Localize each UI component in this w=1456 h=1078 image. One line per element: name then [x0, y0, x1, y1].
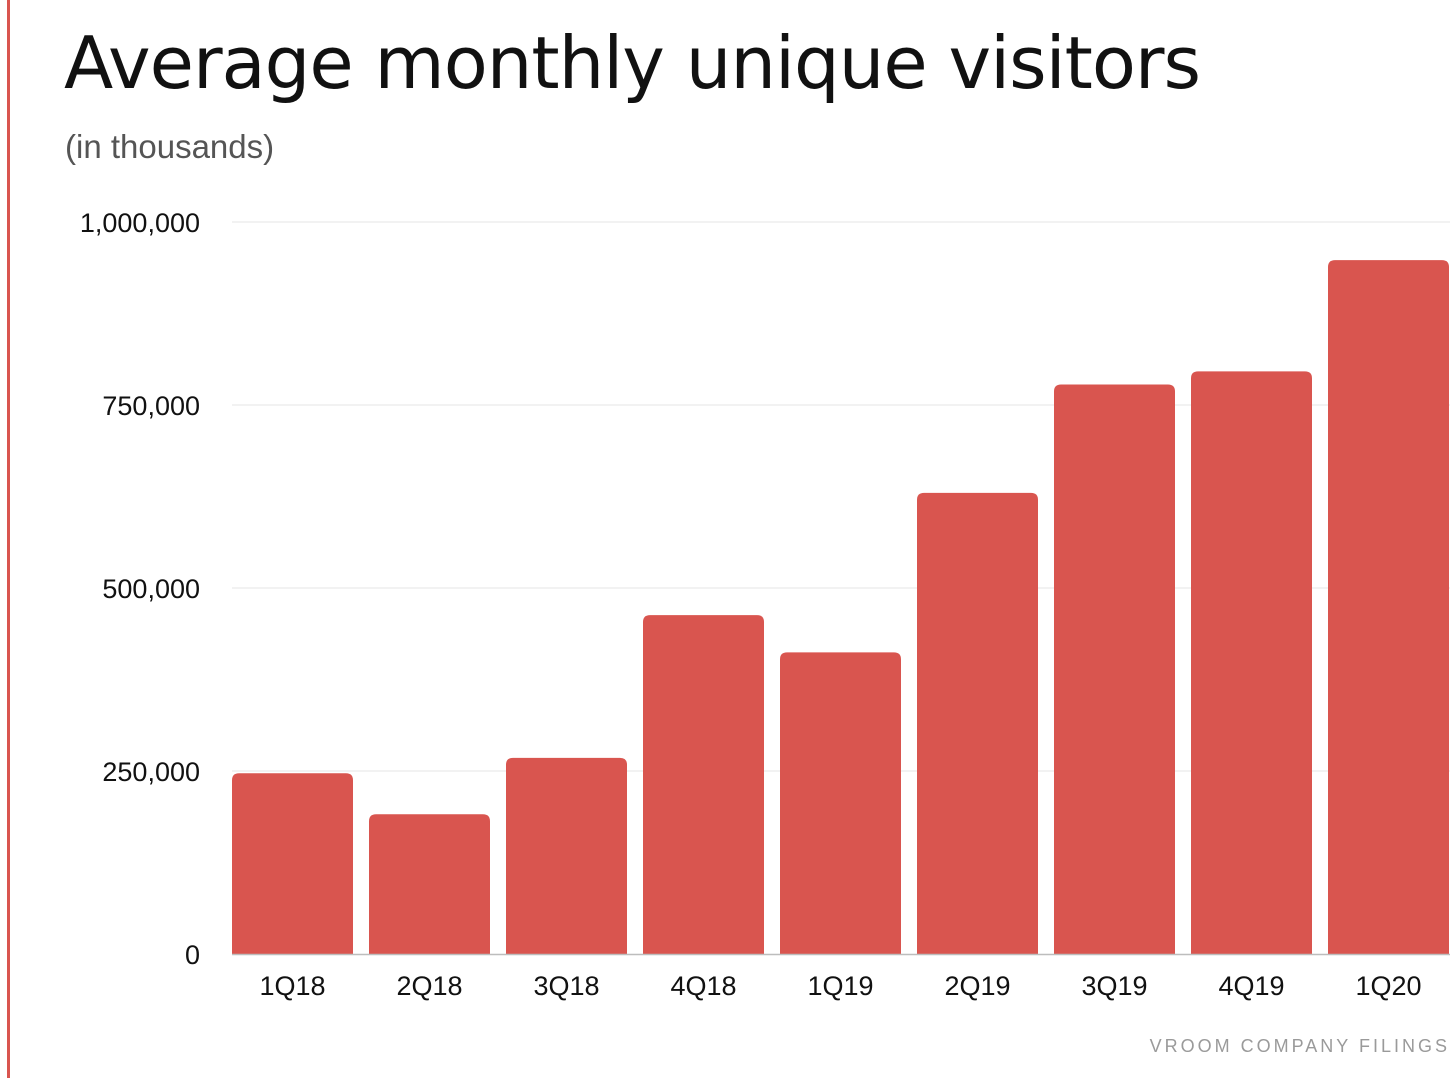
- bar-4q18: [643, 615, 764, 954]
- bar-4q19: [1191, 371, 1312, 954]
- x-tick-label: 4Q19: [1218, 971, 1284, 1001]
- x-axis-ticks: 1Q18 2Q18 3Q18 4Q18 1Q19 2Q19 3Q19 4Q19 1Q20: [259, 971, 1421, 1001]
- chart-subtitle: (in thousands): [65, 128, 275, 165]
- y-tick-label: 750,000: [102, 391, 200, 421]
- y-tick-label: 500,000: [102, 574, 200, 604]
- bar-1q18: [232, 773, 353, 954]
- y-axis-ticks: 0 250,000 500,000 750,000 1,000,000: [80, 208, 200, 970]
- y-tick-label: 0: [185, 940, 200, 970]
- y-tick-label: 1,000,000: [80, 208, 200, 238]
- x-tick-label: 4Q18: [670, 971, 736, 1001]
- bars: [232, 260, 1449, 955]
- bar-1q20: [1328, 260, 1449, 955]
- y-tick-label: 250,000: [102, 757, 200, 787]
- accent-rule: [7, 0, 10, 1078]
- x-tick-label: 2Q18: [396, 971, 462, 1001]
- chart-title: Average monthly unique visitors: [64, 21, 1201, 105]
- bar-3q18: [506, 757, 627, 954]
- x-tick-label: 3Q18: [533, 971, 599, 1001]
- x-tick-label: 1Q20: [1355, 971, 1421, 1001]
- bar-2q19: [917, 492, 1038, 954]
- x-tick-label: 2Q19: [944, 971, 1010, 1001]
- bar-3q19: [1054, 384, 1175, 954]
- source-note: VROOM COMPANY FILINGS: [1149, 1036, 1450, 1056]
- bar-1q19: [780, 652, 901, 954]
- x-tick-label: 3Q19: [1081, 971, 1147, 1001]
- x-tick-label: 1Q19: [807, 971, 873, 1001]
- x-tick-label: 1Q18: [259, 971, 325, 1001]
- bar-2q18: [369, 814, 490, 954]
